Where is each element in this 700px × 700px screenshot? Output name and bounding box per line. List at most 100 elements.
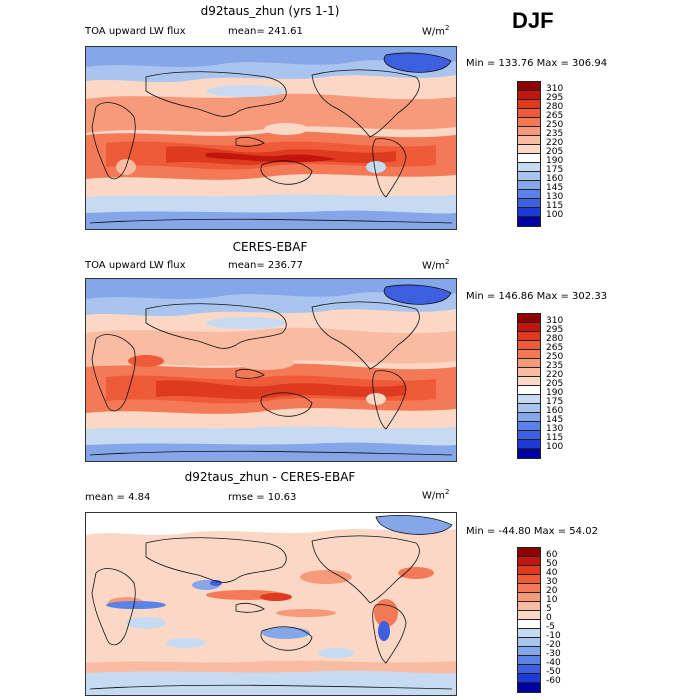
colorbar-1-tick: 100	[546, 210, 564, 220]
colorbar-3-tick: 20	[546, 586, 558, 596]
colorbar-3-swatch	[518, 665, 540, 674]
colorbar-2-swatch	[518, 440, 540, 449]
colorbar-3-tick: -40	[546, 658, 561, 668]
colorbar-3-tick: 40	[546, 568, 558, 578]
colorbar-2-tick: 115	[546, 433, 564, 443]
panel-1-colorbar	[517, 81, 541, 227]
colorbar-1-swatch	[518, 91, 540, 100]
colorbar-2-swatch	[518, 350, 540, 359]
colorbar-2-tick: 250	[546, 352, 564, 362]
colorbar-3-swatch	[518, 629, 540, 638]
panel-3-minmax: Min = -44.80 Max = 54.02	[466, 526, 598, 537]
colorbar-1-tick: 205	[546, 147, 564, 157]
colorbar-1-swatch	[518, 82, 540, 91]
panel-3-rmse: rmse = 10.63	[228, 492, 297, 503]
colorbar-3-swatch	[518, 584, 540, 593]
colorbar-1-swatch	[518, 217, 540, 226]
panel-2-map-field	[86, 279, 456, 461]
colorbar-2-tick: 310	[546, 316, 564, 326]
colorbar-3-swatch	[518, 620, 540, 629]
colorbar-2-swatch	[518, 341, 540, 350]
colorbar-2-tick: 190	[546, 388, 564, 398]
season-label: DJF	[512, 8, 554, 33]
panel-1-units: W/m2	[422, 24, 450, 38]
panel-1-map-field	[86, 47, 456, 229]
colorbar-1-swatch	[518, 172, 540, 181]
colorbar-3-tick: 10	[546, 595, 558, 605]
colorbar-2-swatch	[518, 377, 540, 386]
colorbar-2-swatch	[518, 422, 540, 431]
colorbar-2-swatch	[518, 395, 540, 404]
panel-2-title: CERES-EBAF	[232, 240, 308, 254]
colorbar-1-tick: 175	[546, 165, 564, 175]
colorbar-3-tick: 30	[546, 577, 558, 587]
panel-3-title: d92taus_zhun - CERES-EBAF	[184, 470, 356, 484]
colorbar-2-swatch	[518, 314, 540, 323]
panel-3-units: W/m2	[422, 488, 450, 502]
colorbar-3-swatch	[518, 593, 540, 602]
panel-1-minmax: Min = 133.76 Max = 306.94	[466, 58, 608, 69]
colorbar-2-tick: 280	[546, 334, 564, 344]
panel-1-mean: mean= 241.61	[228, 26, 303, 37]
panel-3-colorbar	[517, 547, 541, 693]
panel-2-colorbar	[517, 313, 541, 459]
colorbar-3-swatch	[518, 611, 540, 620]
colorbar-2-tick: 205	[546, 379, 564, 389]
panel-2-mean: mean= 236.77	[228, 260, 303, 271]
colorbar-1-tick: 280	[546, 102, 564, 112]
colorbar-1-tick: 295	[546, 93, 564, 103]
colorbar-1-tick: 130	[546, 192, 564, 202]
colorbar-1-tick: 250	[546, 120, 564, 130]
colorbar-3-swatch	[518, 548, 540, 557]
panel-2-map	[85, 278, 457, 462]
panel-3-mean: mean = 4.84	[85, 492, 151, 503]
colorbar-2-tick: 100	[546, 442, 564, 452]
panel-2-units: W/m2	[422, 258, 450, 272]
colorbar-2-swatch	[518, 359, 540, 368]
colorbar-1-tick: 220	[546, 138, 564, 148]
colorbar-1-tick: 265	[546, 111, 564, 121]
colorbar-3-swatch	[518, 638, 540, 647]
colorbar-3-swatch	[518, 557, 540, 566]
colorbar-2-tick: 160	[546, 406, 564, 416]
panel-3-map	[85, 512, 457, 696]
colorbar-2-swatch	[518, 386, 540, 395]
colorbar-3-tick: -5	[546, 622, 555, 632]
colorbar-1-swatch	[518, 208, 540, 217]
colorbar-2-tick: 235	[546, 361, 564, 371]
colorbar-1-tick: 145	[546, 183, 564, 193]
colorbar-2-tick: 295	[546, 325, 564, 335]
colorbar-2-tick: 130	[546, 424, 564, 434]
panel-2-minmax: Min = 146.86 Max = 302.33	[466, 291, 608, 302]
colorbar-1-swatch	[518, 190, 540, 199]
colorbar-1-swatch	[518, 163, 540, 172]
colorbar-2-tick: 220	[546, 370, 564, 380]
colorbar-3-swatch	[518, 566, 540, 575]
panel-2-field-label: TOA upward LW flux	[85, 260, 186, 271]
colorbar-1-tick: 160	[546, 174, 564, 184]
colorbar-2-tick: 175	[546, 397, 564, 407]
colorbar-3-swatch	[518, 683, 540, 692]
colorbar-2-swatch	[518, 404, 540, 413]
panel-1-map	[85, 46, 457, 230]
colorbar-1-tick: 235	[546, 129, 564, 139]
colorbar-2-swatch	[518, 332, 540, 341]
colorbar-1-tick: 310	[546, 84, 564, 94]
colorbar-1-tick: 115	[546, 201, 564, 211]
colorbar-3-tick: -10	[546, 631, 561, 641]
colorbar-1-swatch	[518, 127, 540, 136]
colorbar-2-swatch	[518, 449, 540, 458]
colorbar-2-tick: 145	[546, 415, 564, 425]
colorbar-1-swatch	[518, 118, 540, 127]
panel-1-field-label: TOA upward LW flux	[85, 26, 186, 37]
colorbar-1-tick: 190	[546, 156, 564, 166]
colorbar-1-swatch	[518, 100, 540, 109]
panel-3-map-field	[86, 513, 456, 695]
colorbar-3-tick: -60	[546, 676, 561, 686]
colorbar-1-swatch	[518, 109, 540, 118]
colorbar-3-swatch	[518, 674, 540, 683]
colorbar-3-tick: -50	[546, 667, 561, 677]
colorbar-3-swatch	[518, 602, 540, 611]
colorbar-3-swatch	[518, 656, 540, 665]
colorbar-1-swatch	[518, 199, 540, 208]
